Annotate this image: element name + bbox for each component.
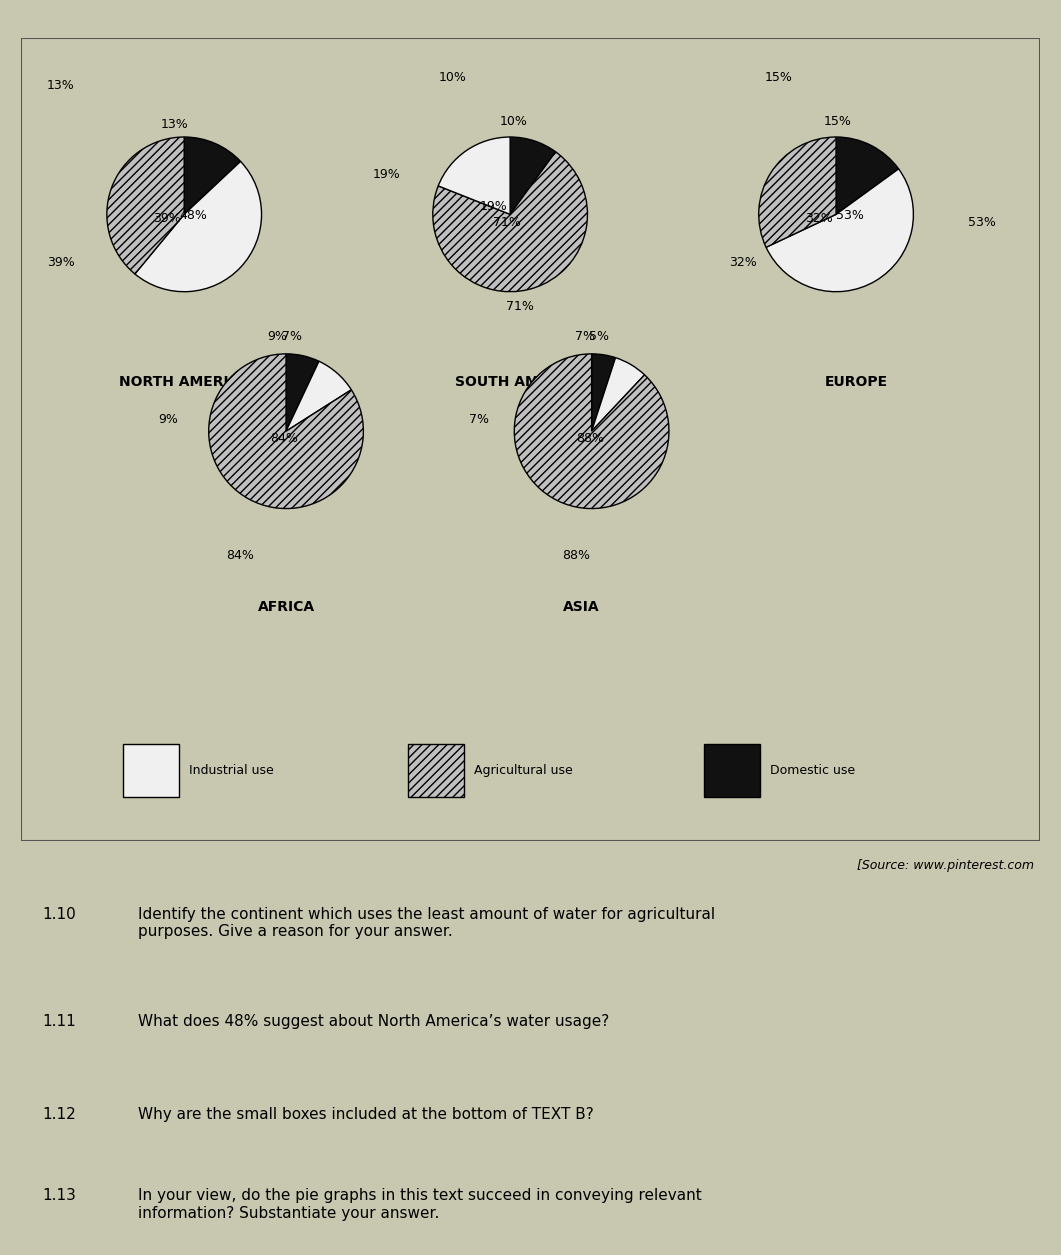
Text: 7%: 7% (282, 330, 302, 344)
Text: Domestic use: Domestic use (770, 764, 855, 777)
Text: What does 48% suggest about North America’s water usage?: What does 48% suggest about North Americ… (138, 1014, 609, 1029)
Text: 53%: 53% (969, 216, 996, 228)
Text: 10%: 10% (439, 72, 467, 84)
Text: 84%: 84% (271, 433, 298, 446)
Wedge shape (286, 354, 319, 432)
Wedge shape (759, 137, 836, 247)
Text: Why are the small boxes included at the bottom of TEXT B?: Why are the small boxes included at the … (138, 1107, 594, 1122)
Text: 19%: 19% (372, 168, 400, 181)
Wedge shape (510, 137, 556, 215)
Wedge shape (209, 354, 363, 508)
Text: 1.10: 1.10 (42, 907, 76, 922)
Text: 15%: 15% (823, 115, 852, 128)
Wedge shape (592, 354, 615, 432)
Wedge shape (438, 137, 510, 215)
Text: 13%: 13% (47, 79, 74, 93)
Text: EUROPE: EUROPE (824, 375, 888, 389)
Text: 10%: 10% (500, 115, 527, 128)
Wedge shape (185, 137, 241, 215)
Wedge shape (433, 152, 588, 291)
Text: 48%: 48% (179, 210, 207, 222)
Text: 88%: 88% (562, 550, 590, 562)
Text: 53%: 53% (836, 210, 864, 222)
Text: SOUTH AMERICA: SOUTH AMERICA (455, 375, 586, 389)
Bar (123, 744, 179, 797)
Text: 48%: 48% (211, 216, 239, 228)
Text: [Source: www.pinterest.com: [Source: www.pinterest.com (857, 860, 1034, 872)
Text: 7%: 7% (230, 413, 250, 425)
Wedge shape (592, 358, 645, 432)
Text: NORTH AMERICA: NORTH AMERICA (119, 375, 249, 389)
Wedge shape (286, 361, 351, 432)
Bar (408, 744, 465, 797)
Text: 7%: 7% (469, 413, 489, 425)
Text: 15%: 15% (765, 72, 793, 84)
Text: 39%: 39% (47, 256, 74, 269)
Wedge shape (135, 162, 261, 291)
Text: Agricultural use: Agricultural use (474, 764, 573, 777)
Text: 13%: 13% (160, 118, 188, 131)
Text: AFRICA: AFRICA (258, 600, 315, 614)
Text: 7%: 7% (575, 330, 595, 344)
Text: 39%: 39% (153, 212, 181, 226)
Text: 32%: 32% (729, 256, 756, 269)
Text: 32%: 32% (805, 212, 833, 226)
Text: 5%: 5% (545, 413, 566, 425)
Text: 9%: 9% (159, 413, 178, 425)
Text: 71%: 71% (493, 216, 521, 228)
Text: 1.11: 1.11 (42, 1014, 76, 1029)
Text: 1.12: 1.12 (42, 1107, 76, 1122)
Text: 88%: 88% (576, 433, 604, 446)
Text: Industrial use: Industrial use (189, 764, 274, 777)
Text: ASIA: ASIA (563, 600, 599, 614)
Bar (703, 744, 760, 797)
Text: Identify the continent which uses the least amount of water for agricultural
pur: Identify the continent which uses the le… (138, 907, 715, 940)
Wedge shape (515, 354, 668, 508)
Wedge shape (836, 137, 899, 215)
Text: 19%: 19% (480, 200, 507, 213)
Wedge shape (107, 137, 185, 274)
Wedge shape (766, 169, 914, 291)
Text: 71%: 71% (506, 300, 535, 314)
Text: In your view, do the pie graphs in this text succeed in conveying relevant
infor: In your view, do the pie graphs in this … (138, 1188, 701, 1221)
Text: 5%: 5% (589, 330, 609, 344)
Text: 84%: 84% (226, 550, 255, 562)
Text: 9%: 9% (266, 330, 286, 344)
Text: 1.13: 1.13 (42, 1188, 76, 1204)
